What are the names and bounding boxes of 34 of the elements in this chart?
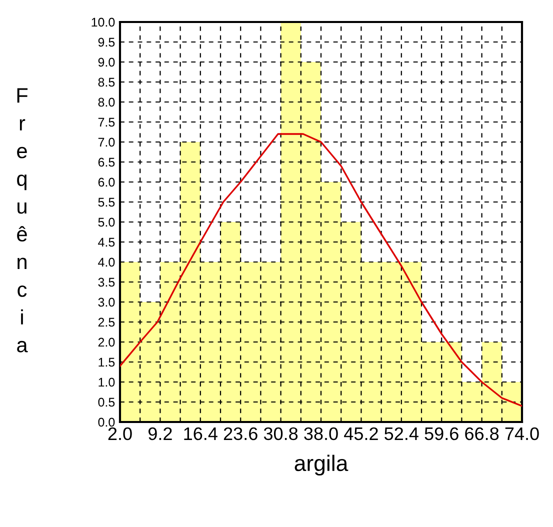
y-tick-label: 4.0 [98,258,115,267]
x-tick-label: 74.0 [505,427,539,440]
y-tick-label: 3.5 [98,278,115,287]
y-tick-label: 8.0 [98,98,115,107]
x-tick-label: 30.8 [264,427,298,440]
x-tick-label: 59.6 [424,427,458,440]
x-tick-label: 23.6 [224,427,258,440]
y-tick-label: 8.5 [98,78,115,87]
y-tick-label: 3.0 [98,298,115,307]
x-tick-label: 9.2 [148,427,172,440]
y-tick-label: 4.5 [98,238,115,247]
y-tick-label: 6.0 [98,178,115,187]
y-tick-label: 10.0 [92,18,115,27]
y-tick-label: 0.5 [98,398,115,407]
y-tick-label: 9.5 [98,38,115,47]
y-tick-label: 0.0 [98,418,115,427]
y-tick-label: 5.5 [98,198,115,207]
x-tick-label: 66.8 [465,427,499,440]
y-tick-label: 9.0 [98,58,115,67]
y-tick-label: 1.0 [98,378,115,387]
y-tick-label: 2.0 [98,338,115,347]
x-tick-label: 2.0 [108,427,132,440]
y-tick-label: 7.5 [98,118,115,127]
y-tick-label: 7.0 [98,138,115,147]
text: Frequência [17,88,28,352]
x-tick-label: 52.4 [384,427,418,440]
x-tick-label: 38.0 [304,427,338,440]
x-tick-label: 45.2 [344,427,378,440]
y-tick-label: 2.5 [98,318,115,327]
x-axis-title: argila [294,454,348,476]
x-tick-label: 16.4 [184,427,218,440]
y-tick-label: 6.5 [98,158,115,167]
y-tick-label: 1.5 [98,358,115,367]
y-tick-label: 5.0 [98,218,115,227]
